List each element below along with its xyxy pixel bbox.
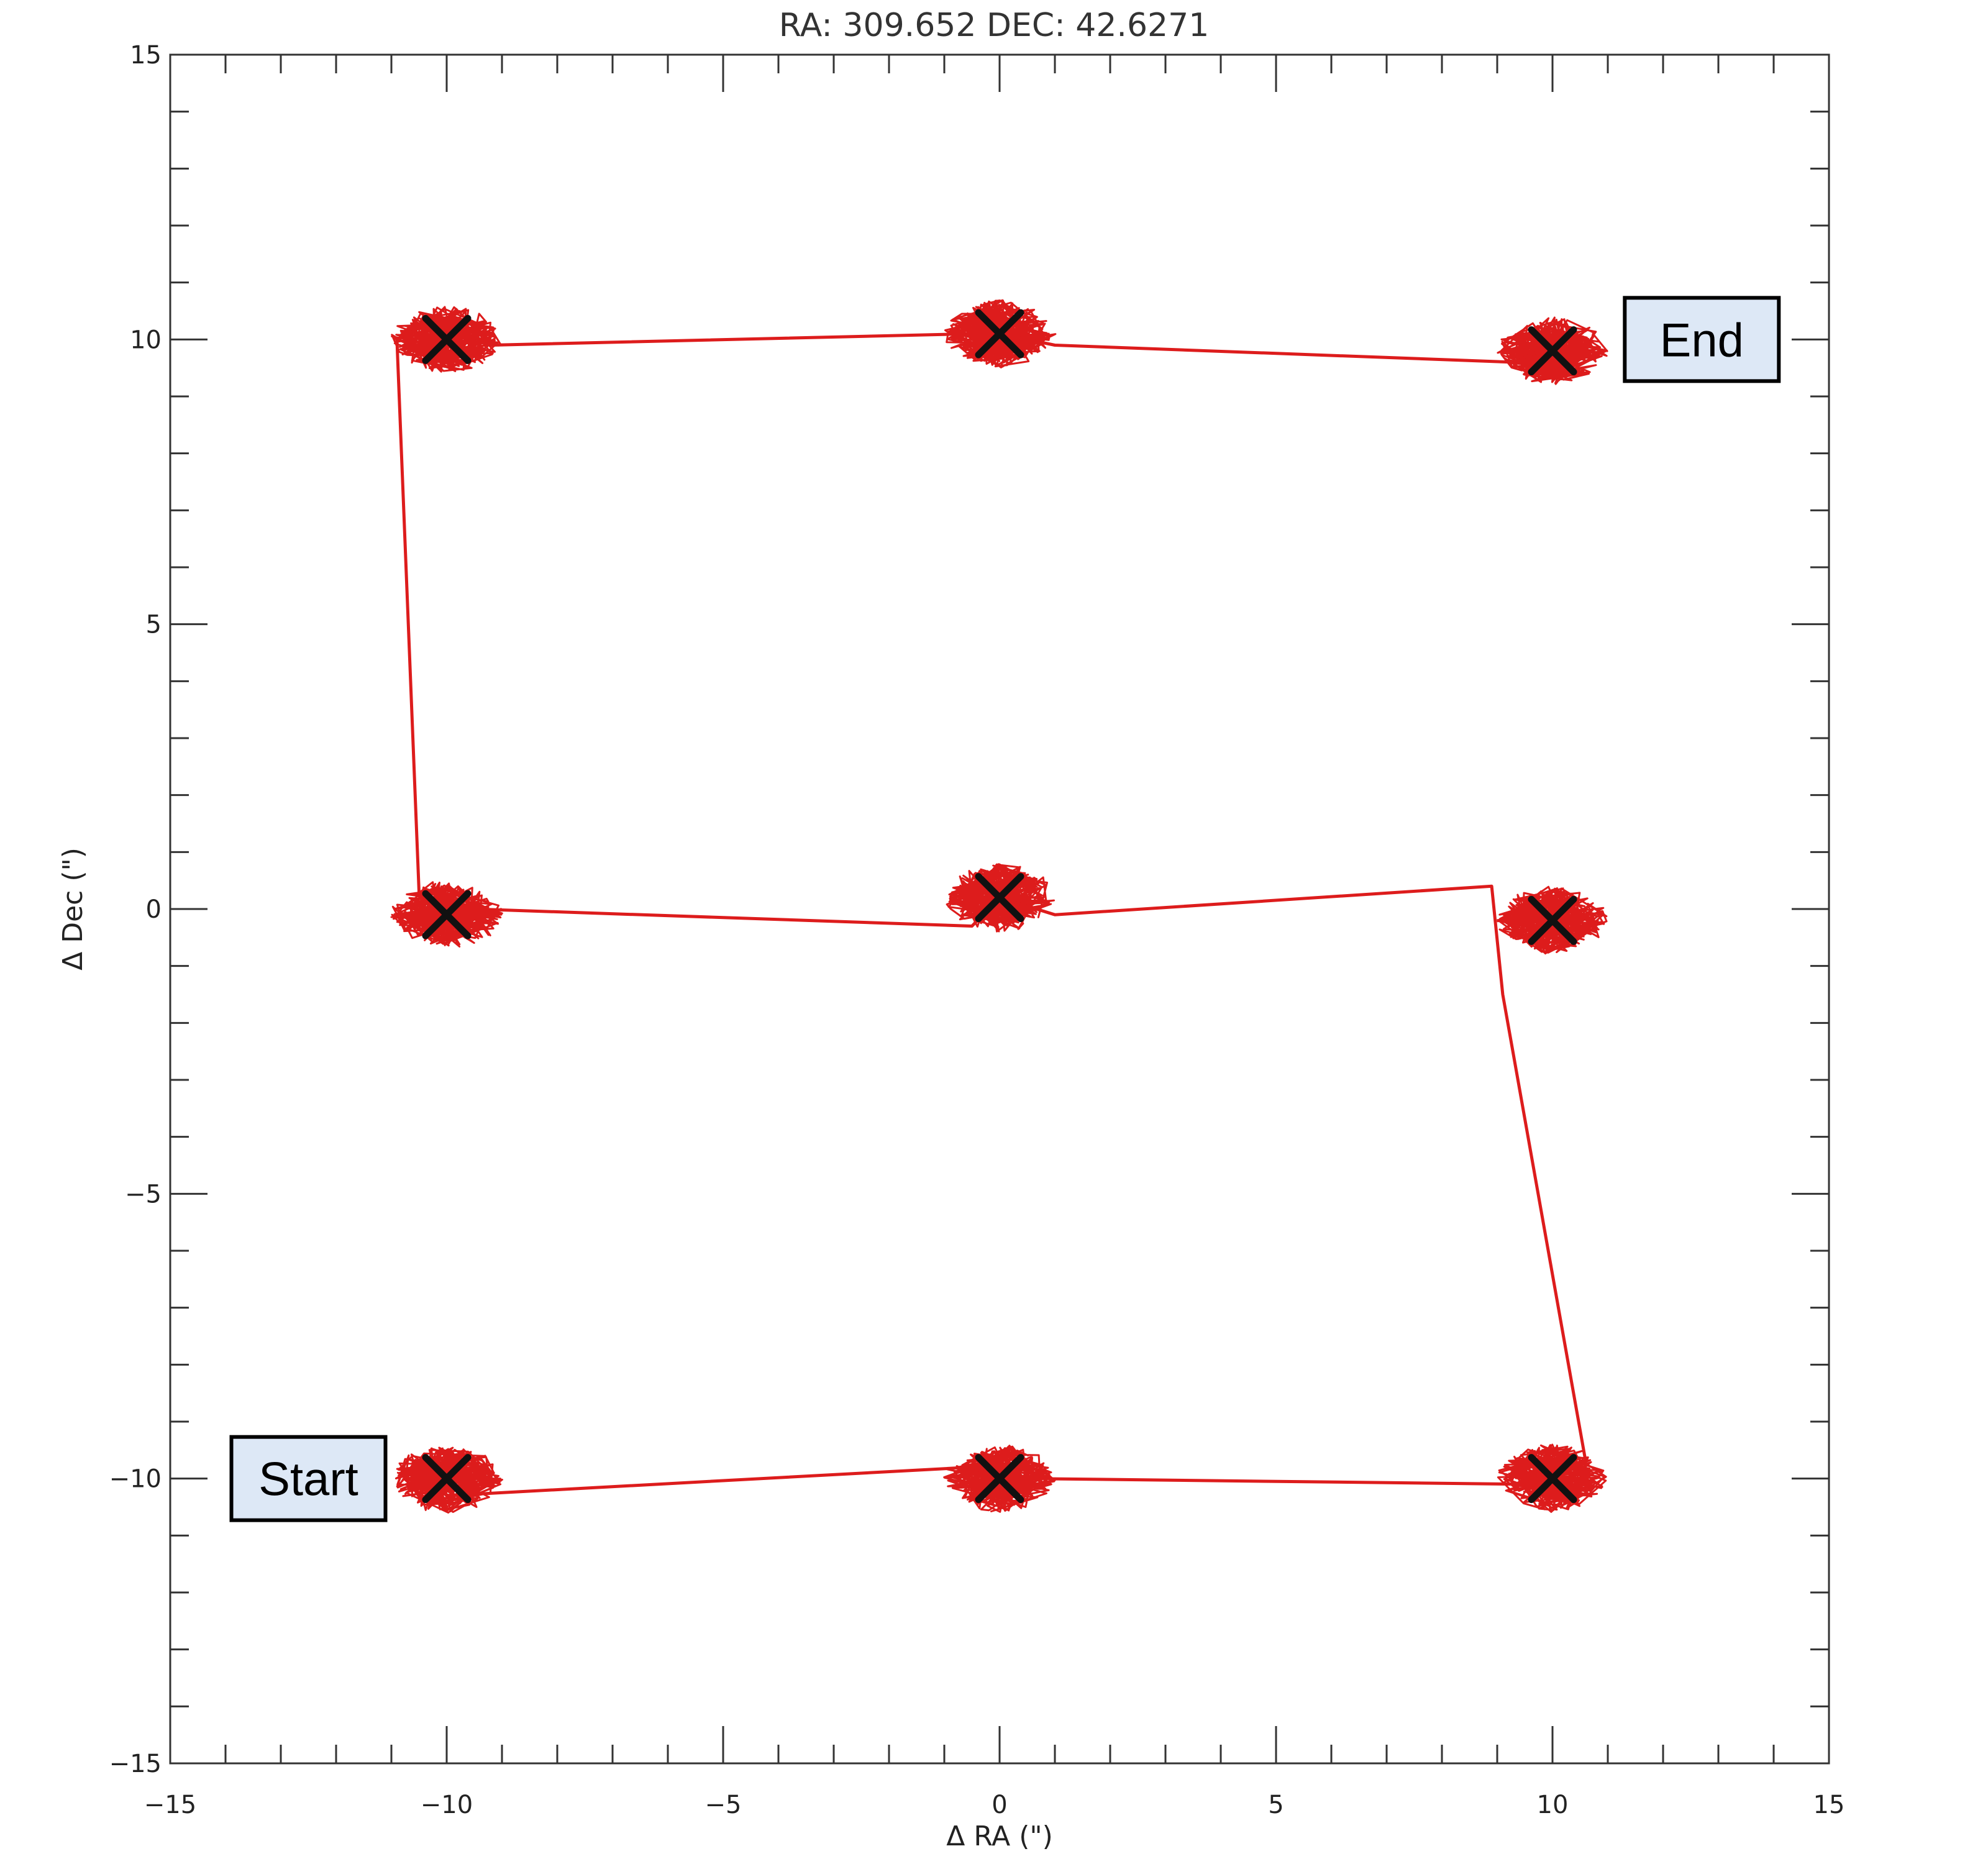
- dwell-marker: [422, 1454, 472, 1504]
- x-tick-label: 15: [1813, 1791, 1845, 1819]
- annotation-label: End: [1660, 314, 1744, 367]
- dwell-marker: [975, 309, 1024, 359]
- chart-title: RA: 309.652 DEC: 42.6271: [779, 7, 1210, 44]
- y-tick-label: 10: [130, 326, 162, 354]
- annotations: Start End: [229, 296, 1781, 1522]
- x-tick-label: −5: [705, 1791, 742, 1819]
- dwell-cluster: [944, 299, 1057, 368]
- annotation-start: Start: [229, 1435, 388, 1522]
- x-axis-label: Δ RA ("): [946, 1821, 1053, 1852]
- dwell-cluster: [394, 1446, 503, 1514]
- dwell-marker: [1528, 895, 1577, 945]
- dwell-marker: [975, 1454, 1024, 1504]
- y-axis-label: Δ Dec ("): [57, 847, 89, 971]
- x-tick-label: 10: [1537, 1791, 1569, 1819]
- dwell-marker: [1528, 1454, 1577, 1504]
- x-tick-label: −10: [421, 1791, 473, 1819]
- telescope-track: [390, 299, 1608, 1514]
- annotation-label: Start: [258, 1453, 358, 1506]
- track-line: [395, 326, 1587, 1497]
- y-tick-label: 15: [130, 41, 162, 70]
- y-tick-label: 0: [146, 895, 162, 924]
- x-tick-label: 5: [1268, 1791, 1284, 1819]
- dwell-marker: [422, 314, 472, 364]
- y-tick-label: −15: [109, 1750, 162, 1778]
- dwell-marker: [1528, 326, 1577, 376]
- y-tick-label: −10: [109, 1465, 162, 1494]
- dwell-marker: [422, 890, 472, 939]
- y-tick-label: 5: [146, 611, 162, 639]
- annotation-end: End: [1623, 296, 1781, 383]
- tick-labels: −15 −10 −5 0 5 10 15 −15 −10 −5 0 5 10 15: [109, 41, 1845, 1819]
- dwell-cluster: [1497, 885, 1608, 955]
- axis-ticks: [170, 55, 1829, 1763]
- dwell-marker: [975, 873, 1024, 923]
- y-tick-label: −5: [125, 1180, 162, 1208]
- dwell-markers: [422, 309, 1577, 1504]
- x-tick-label: −15: [144, 1791, 196, 1819]
- x-tick-label: 0: [992, 1791, 1007, 1819]
